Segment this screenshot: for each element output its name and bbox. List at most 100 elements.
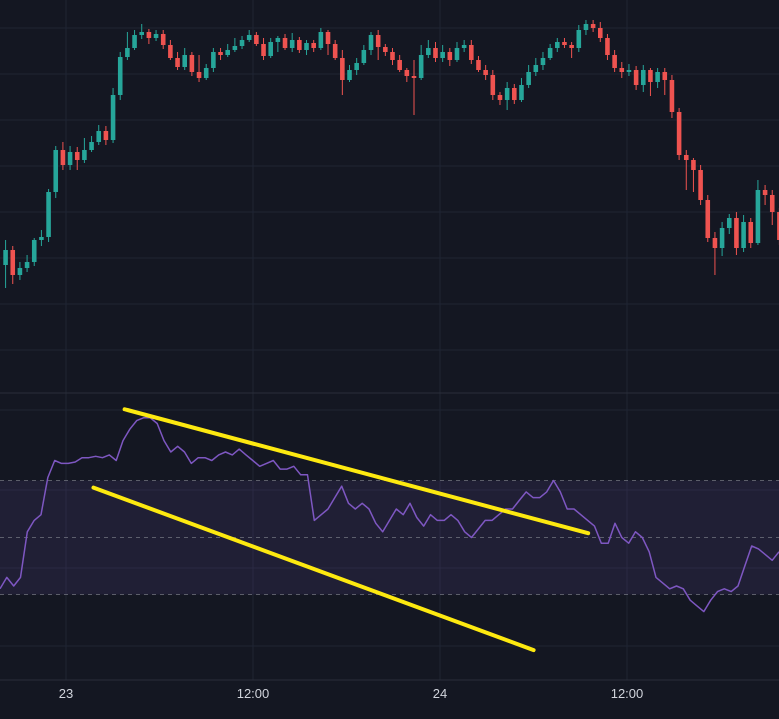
candle-body: [347, 70, 352, 80]
candle-body: [168, 45, 173, 58]
candle-body: [755, 190, 761, 243]
candle-body: [282, 38, 288, 48]
candle-body: [555, 42, 560, 48]
candle-body: [705, 200, 711, 238]
candle-body: [512, 88, 517, 100]
time-axis: 23 12:00 24 12:00: [59, 686, 644, 701]
candle-body: [490, 75, 496, 95]
candle-body: [232, 46, 238, 50]
candle-body: [225, 50, 230, 55]
candle-body: [691, 160, 696, 170]
candle-body: [146, 32, 152, 38]
candle-body: [562, 42, 567, 45]
trendline: [91, 485, 536, 653]
candle-body: [712, 238, 718, 248]
candle-body: [139, 32, 145, 35]
candle-body: [196, 72, 202, 78]
candle-body: [404, 70, 410, 76]
candle-body: [576, 30, 582, 48]
candle-body: [31, 240, 37, 262]
candle-body: [540, 58, 546, 65]
candle-body: [132, 35, 137, 48]
candle-body: [734, 218, 739, 248]
candle-body: [504, 88, 510, 100]
candle-body: [182, 55, 188, 67]
candlestick-series: [3, 20, 779, 288]
candle-body: [612, 55, 617, 68]
candle-body: [67, 152, 73, 165]
candle-body: [89, 142, 94, 150]
candle-body: [655, 72, 660, 82]
candle-body: [261, 44, 266, 56]
candle-body: [605, 38, 610, 55]
candle-body: [268, 42, 273, 56]
oscillator-series: [0, 417, 779, 613]
candle-body: [726, 218, 732, 228]
candle-body: [569, 45, 574, 48]
candle-body: [254, 35, 259, 44]
candle-body: [440, 52, 445, 58]
candle-body: [368, 35, 374, 50]
candle-body: [10, 250, 16, 275]
candle-body: [125, 48, 130, 57]
candle-body: [361, 50, 367, 63]
candle-body: [411, 76, 417, 78]
candle-body: [619, 68, 625, 72]
candle-body: [289, 40, 295, 48]
candle-body: [626, 70, 632, 72]
candle-body: [189, 55, 195, 72]
candle-body: [103, 131, 109, 140]
candle-body: [662, 72, 668, 80]
candle-body: [60, 150, 66, 165]
candle-body: [96, 131, 102, 142]
candle-body: [469, 45, 474, 60]
candle-body: [375, 35, 381, 47]
candle-body: [597, 28, 603, 38]
candle-body: [426, 48, 431, 55]
candle-body: [669, 80, 675, 112]
candle-body: [275, 38, 281, 42]
candle-body: [483, 70, 488, 75]
candle-body: [117, 57, 123, 95]
candle-body: [719, 228, 725, 248]
candle-body: [533, 65, 539, 72]
candle-body: [648, 70, 653, 82]
candle-body: [418, 55, 424, 78]
candle-body: [590, 24, 596, 28]
candle-body: [583, 24, 589, 30]
candle-body: [762, 190, 768, 195]
candle-body: [698, 170, 703, 200]
candle-body: [526, 72, 531, 85]
candle-body: [218, 52, 223, 55]
candle-body: [24, 262, 30, 268]
candle-body: [311, 43, 316, 48]
candle-body: [777, 212, 779, 240]
candle-body: [340, 58, 345, 80]
candle-body: [110, 95, 116, 140]
trendline: [122, 407, 591, 536]
candle-body: [383, 47, 388, 52]
candle-body: [741, 222, 746, 248]
candle-body: [748, 222, 754, 243]
candle-body: [354, 63, 359, 70]
candle-body: [547, 48, 553, 58]
candle-body: [318, 32, 324, 48]
candle-body: [211, 52, 216, 68]
candle-body: [447, 52, 453, 60]
candle-body: [476, 60, 481, 70]
candle-body: [239, 40, 245, 46]
candle-body: [433, 48, 438, 58]
x-tick-label: 12:00: [237, 686, 270, 701]
candle-body: [325, 32, 331, 44]
candle-body: [397, 60, 402, 70]
grid-layer: [0, 0, 779, 681]
x-tick-label: 24: [433, 686, 447, 701]
candle-body: [175, 58, 180, 67]
candle-body: [683, 155, 689, 160]
candle-body: [390, 52, 395, 60]
candle-body: [39, 237, 44, 240]
candle-body: [497, 95, 503, 100]
candle-body: [160, 34, 166, 45]
